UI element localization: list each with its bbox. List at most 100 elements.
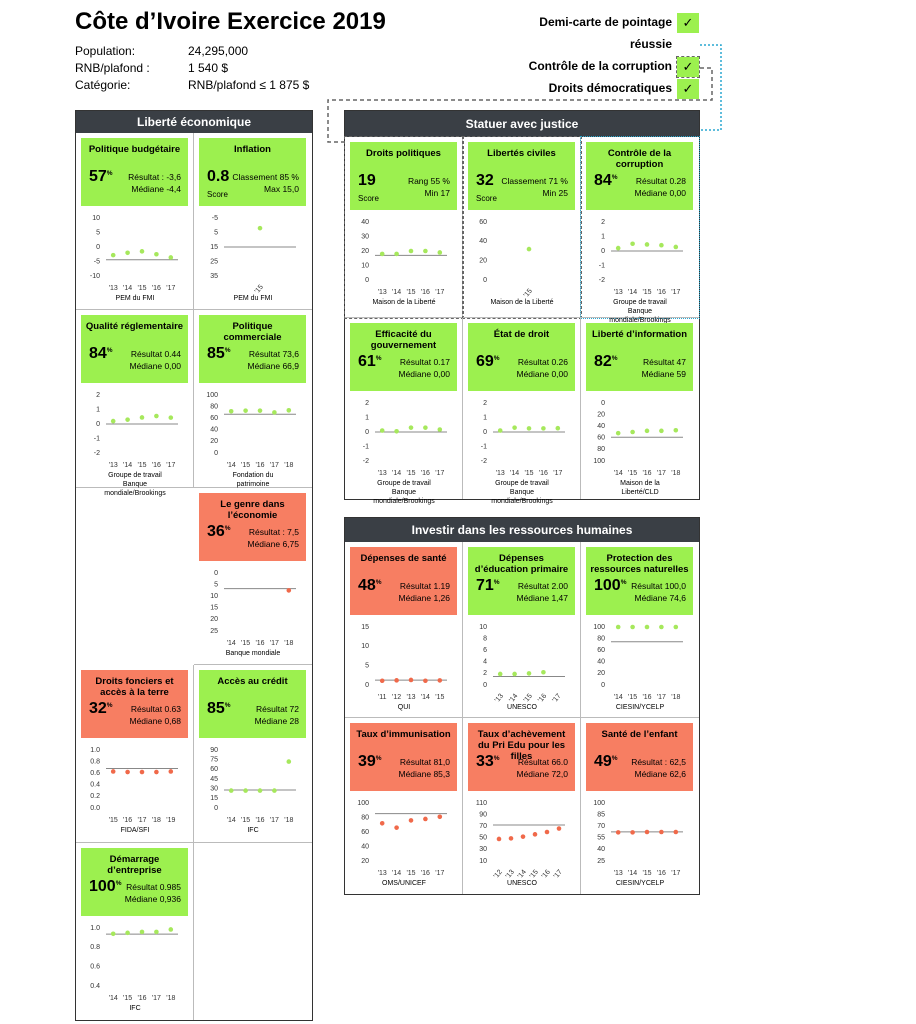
- indicator-box: Droits fonciers et accès à la terre 32% Ré…: [81, 670, 188, 739]
- mini-chart: 2 1 0 -1 -2 '13 '14 '15 '16 '17: [599, 219, 683, 296]
- y-tick-label: 50: [479, 835, 487, 842]
- x-tick-label: '15: [642, 289, 651, 296]
- y-tick-label: 100: [593, 624, 605, 631]
- score: 32: [476, 172, 494, 190]
- x-tick-label: '18: [284, 462, 293, 469]
- data-point: [125, 417, 130, 423]
- indicator-cell: Dépenses de santé 48% Résultat 1.19 Médiane…: [345, 542, 463, 718]
- median: Max 15,0: [264, 184, 299, 194]
- data-point: [659, 428, 664, 434]
- score-value: 33: [476, 753, 494, 770]
- data-point: [644, 624, 650, 630]
- x-tick-label: '17: [551, 693, 562, 705]
- x-tick-label: '15: [123, 994, 132, 1001]
- result: Classement 71 %: [501, 176, 568, 186]
- x-tick-label: '15: [109, 817, 118, 824]
- data-point: [408, 248, 414, 254]
- x-tick-label: '17: [657, 470, 666, 477]
- data-point: [423, 678, 428, 684]
- score: 82%: [594, 353, 618, 371]
- x-tick-label: '19: [166, 817, 175, 824]
- result: Résultat 0.26: [517, 357, 568, 367]
- data-point: [673, 624, 679, 630]
- x-tick-label: '14: [628, 870, 637, 877]
- x-tick-label: '15: [435, 694, 444, 701]
- data-point: [526, 246, 532, 252]
- mini-chart: 2 1 0 -1 -2 '13 '14 '15 '16 '17: [363, 400, 447, 477]
- x-tick-label: '15: [523, 693, 534, 705]
- y-tick-label: 10: [479, 624, 487, 631]
- source: PEM du FMI: [233, 295, 273, 302]
- y-tick-label: 0: [214, 570, 218, 577]
- data-point: [243, 788, 248, 794]
- indicator-cell: Inflation 0.8 Score Classement 85 % Max 15,0…: [194, 133, 312, 311]
- data-point: [394, 678, 399, 683]
- y-tick-label: 80: [210, 404, 218, 411]
- panel-header: Liberté économique: [76, 111, 312, 133]
- score-value: 39: [358, 753, 376, 770]
- data-point: [508, 836, 514, 841]
- mini-chart: 1.0 0.8 0.6 0.4 0.2 0.0 '15 '16 '17 '18 '19: [90, 747, 178, 824]
- score: 36%: [207, 523, 231, 541]
- x-tick-label: '16: [642, 694, 651, 701]
- x-tick-label: '14: [227, 640, 236, 647]
- data-point: [673, 427, 679, 433]
- y-tick-label: 0.2: [90, 793, 100, 800]
- x-tick-label: '15: [642, 870, 651, 877]
- indicator-box: Politique budgétaire 57% Résultat : -3,6 Mé…: [81, 138, 188, 206]
- indicator-box: Liberté d’information 82% Résultat 47 Média…: [586, 323, 693, 391]
- source: Groupe de travail Banque mondiale/Brooki…: [104, 472, 166, 498]
- data-point: [139, 929, 145, 934]
- x-tick-label: '18: [166, 994, 175, 1001]
- indicator-box: Démarrage d’entreprise 100% Résultat 0.985…: [81, 847, 188, 916]
- info-label: Population:: [75, 44, 136, 58]
- result-box: Résultat 0.44 Médiane 0,00: [129, 348, 181, 372]
- info-label: Catégorie:: [75, 78, 131, 92]
- x-tick-label: '13: [109, 462, 118, 469]
- median: Médiane 0,00: [129, 361, 181, 372]
- y-tick-label: 40: [597, 659, 605, 666]
- score: 61%: [358, 353, 382, 371]
- source: Banque mondiale: [225, 649, 281, 657]
- score-unit: %: [611, 355, 618, 362]
- y-tick-label: 70: [597, 823, 605, 830]
- median: Min 17: [424, 188, 450, 198]
- data-point: [139, 415, 145, 421]
- y-tick-label: 0: [601, 400, 605, 407]
- x-tick-label: '17: [435, 289, 444, 296]
- info-label: RNB/plafond :: [75, 61, 150, 75]
- result-box: Résultat 2.00 Médiane 1,47: [516, 580, 568, 604]
- data-point: [168, 926, 174, 932]
- mini-chart: 15 10 5 0 '11 '12 '13 '14 '15: [361, 624, 447, 701]
- data-point: [110, 252, 116, 258]
- y-tick-label: 0.8: [90, 944, 100, 951]
- score-unit: %: [620, 579, 627, 586]
- y-tick-label: 0: [483, 682, 487, 689]
- indicator-box: Droits politiques 19 Score Rang 55 % Min 17: [350, 142, 457, 210]
- y-tick-label: 1.0: [90, 747, 100, 754]
- indicator-cell: Contrôle de la corruption 84% Résultat 0.2…: [580, 136, 700, 324]
- result: Résultat 0.63: [130, 704, 181, 715]
- data-point: [168, 769, 174, 774]
- data-point: [615, 830, 621, 835]
- y-tick-label: 85: [597, 811, 605, 818]
- result-box: Résultat 0.28 Médiane 0,00: [634, 175, 686, 199]
- mini-chart: -5 5 15 25 35 '15: [210, 215, 296, 295]
- score: 71%: [476, 577, 500, 595]
- data-point: [379, 428, 385, 433]
- y-tick-label: 100: [593, 800, 605, 807]
- indicator-cell: Le genre dans l’économie 36% Résultat : 7,…: [194, 488, 312, 666]
- legend-label: Droits démocratiques: [548, 81, 672, 95]
- x-tick-label: '15: [137, 462, 146, 469]
- x-tick-label: '15: [137, 285, 146, 292]
- y-tick-label: 15: [361, 624, 369, 631]
- indicator-box: Qualité réglementaire 84% Résultat 0.44 Méd…: [81, 315, 188, 384]
- y-tick-label: 60: [597, 435, 605, 442]
- panel: Investir dans les ressources humaines Dép…: [344, 517, 700, 895]
- x-tick-label: '14: [614, 470, 623, 477]
- legend-check: ✓: [677, 79, 699, 99]
- indicator-box: Taux d’achèvement du Pri Edu pour les fi…: [468, 723, 575, 791]
- mini-chart: 110 90 70 50 30 10 '12'13'14'15'16'17: [476, 800, 565, 881]
- x-tick-label: '16: [541, 869, 552, 881]
